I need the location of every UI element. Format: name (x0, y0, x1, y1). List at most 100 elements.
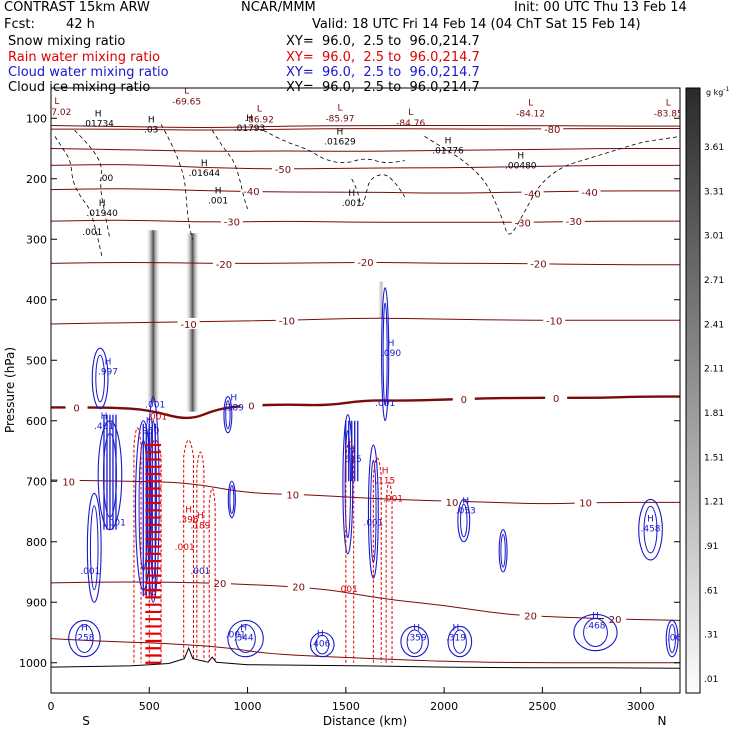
colorbar-tick-label: .01 (704, 675, 718, 685)
cloud-water-contour-inner (95, 354, 105, 403)
isotherm-label: -20 (357, 258, 373, 269)
cloud-water-max-marker: H (647, 515, 654, 525)
cloud-water-contour-inner (643, 505, 658, 554)
field-xy-cloud-water: XY= 96.0, 2.5 to 96.0,214.7 (286, 65, 480, 80)
cloud-water-contour (447, 625, 473, 658)
cloud-water-max-value: .458 (640, 525, 660, 535)
isotherm-label: -40 (243, 187, 259, 198)
isotherm-label: 20 (609, 615, 622, 626)
y-tick-label: 100 (26, 112, 47, 125)
field-name-snow: Snow mixing ratio (8, 34, 126, 49)
snow-contour (351, 174, 406, 206)
isotherm-label-bg (209, 576, 232, 588)
x-axis-right-end: N (658, 714, 667, 728)
snow-contour (211, 130, 248, 210)
snow-contour (263, 129, 405, 163)
isotherm-label-bg (177, 317, 200, 329)
cloud-water-max-value: .406 (310, 640, 330, 650)
snow-max-marker: H (201, 159, 208, 169)
cloud-water-contour (457, 498, 471, 543)
colorbar-tick-label: 3.01 (704, 232, 724, 242)
y-axis-label: Pressure (hPa) (3, 347, 17, 433)
cloud-water-max-marker: H (348, 445, 355, 455)
snow-max-value: .01776 (432, 147, 464, 157)
snow-max-value: .01644 (189, 169, 221, 179)
cloud-water-max-marker: H (240, 624, 247, 634)
isotherm-label: -10 (546, 316, 562, 327)
cloud-water-max-marker: H (453, 624, 460, 634)
cloud-water-contour (367, 444, 379, 579)
rain-contour (372, 457, 382, 663)
temp-min-value: -84.12 (516, 109, 545, 119)
x-axis-label: Distance (km) (323, 714, 407, 728)
colorbar-unit: g kg-1 (706, 86, 730, 97)
colorbar-tick-label: 1.51 (704, 453, 724, 463)
colorbar-tick-label: 3.31 (704, 187, 724, 197)
colorbar-tick-label: 2.41 (704, 320, 724, 330)
cloud-water-contour-inner (75, 624, 94, 654)
plot-frame (50, 87, 681, 694)
y-tick-label: 600 (26, 415, 47, 428)
rain-max-marker: H (197, 512, 204, 522)
temp-min-value: -83.85 (654, 109, 683, 119)
model-title: CONTRAST 15km ARW (4, 0, 150, 15)
rain-contour (345, 439, 355, 663)
snow-contour (424, 136, 680, 235)
y-tick-label: 500 (26, 354, 47, 367)
colorbar: g kg-1 3.61 3.31 3.01 2.71 2.41 2.11 1.81 1.51 1… (685, 86, 730, 694)
isotherm--70 (51, 124, 680, 129)
snow-max-value: .00480 (505, 162, 537, 172)
y-tick-label: 700 (26, 475, 47, 488)
cloud-water-contour-inner (89, 505, 99, 591)
isotherm-label-bg (281, 488, 304, 500)
x-tick-label: 500 (139, 700, 160, 713)
cloud-water-max-value: .258 (74, 634, 94, 644)
isotherm-label: -20 (530, 259, 546, 270)
isotherm--10 (51, 317, 680, 325)
isotherm--60 (51, 148, 680, 152)
cloud-water-contour (146, 395, 160, 603)
cloud-water-max-value: .001 (145, 401, 165, 411)
cloud-water-contour-inner (583, 618, 608, 647)
cloud-water-max-value: .997 (98, 367, 118, 377)
cloud-water-max-value: .001 (190, 567, 210, 577)
snow-max-marker: H (348, 189, 355, 199)
colorbar-tick-label: 2.71 (704, 276, 724, 286)
field-name-cloud-water: Cloud water mixing ratio (8, 65, 169, 80)
isotherm-label: -10 (180, 320, 196, 331)
isotherm-label: -20 (216, 260, 232, 271)
rain-max-value: .396 (179, 516, 199, 526)
colorbar-tick-label: .31 (704, 631, 718, 641)
colorbar-tick-label: 3.61 (704, 143, 724, 153)
cloud-water-contour (381, 287, 390, 422)
x-tick-label: 1000 (234, 700, 262, 713)
cloud-water-contour (638, 498, 663, 561)
x-axis-left-end: S (82, 714, 90, 728)
isotherm-30 (51, 638, 680, 664)
isotherm-label: 0 (461, 395, 467, 406)
temp-min-value: -84.76 (396, 119, 425, 129)
cloud-water-max-marker: H (317, 630, 324, 640)
cloud-water-max-value: .468 (585, 621, 605, 631)
rain-max-marker: H (185, 506, 192, 516)
isotherm--50 (51, 164, 680, 170)
snow-max-value: .001 (342, 199, 362, 209)
cloud-water-max-marker: H (462, 497, 469, 507)
field-name-rain: Rain water mixing ratio (8, 50, 161, 65)
institution-label: NCAR/MMM (241, 0, 316, 15)
cloud-ice-column (377, 281, 385, 318)
isotherm-label: -50 (275, 165, 291, 176)
field-xy-snow: XY= 96.0, 2.5 to 96.0,214.7 (286, 34, 480, 49)
isotherm-label: 0 (248, 402, 254, 413)
cloud-water-max-marker: H (105, 357, 112, 367)
isotherm-label-bg (287, 580, 310, 592)
snow-max-marker: H (445, 137, 452, 147)
y-tick-label: 300 (26, 233, 47, 246)
y-tick-label: 200 (26, 173, 47, 186)
isotherm-label-bg (452, 392, 475, 404)
forecast-label: Fcst: (4, 17, 35, 32)
isotherm-label-bg (574, 496, 597, 508)
rain-contour (385, 481, 393, 663)
isotherm-label-bg (543, 314, 566, 326)
colorbar-ramp (685, 87, 701, 694)
